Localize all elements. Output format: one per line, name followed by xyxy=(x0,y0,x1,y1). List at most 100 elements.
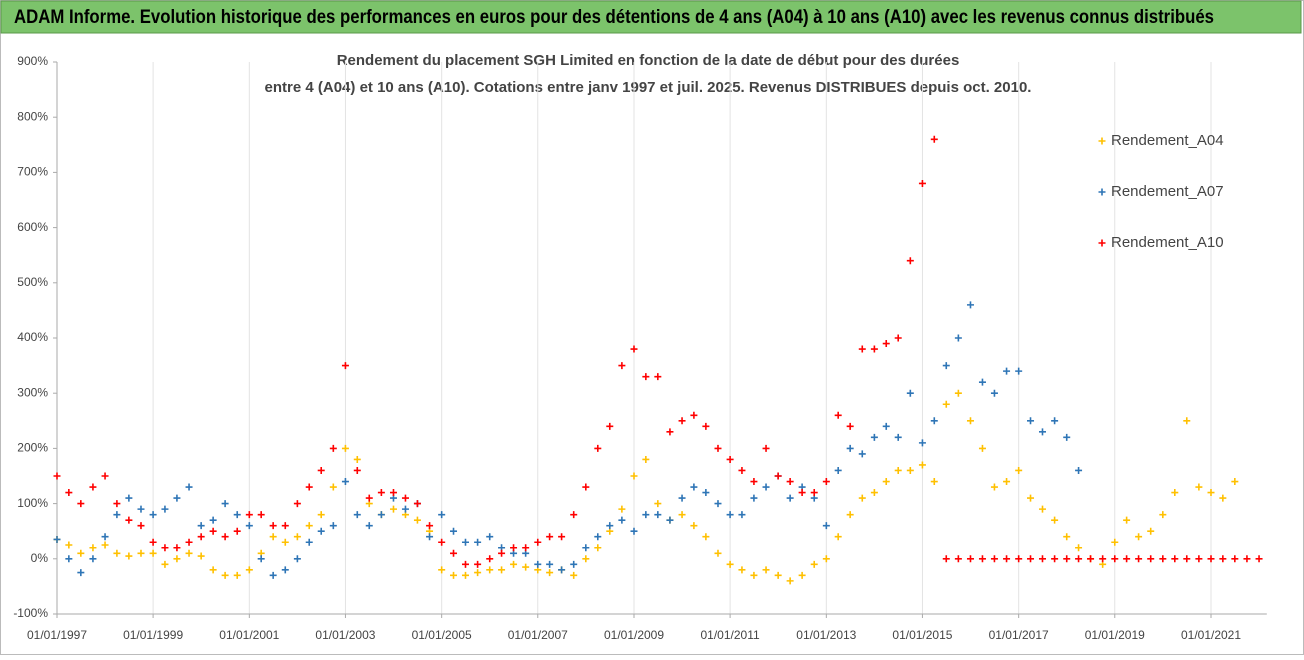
point xyxy=(1183,555,1191,563)
point xyxy=(906,466,914,474)
point xyxy=(942,400,950,408)
point xyxy=(702,489,710,497)
point xyxy=(594,544,602,552)
point xyxy=(149,549,157,557)
point xyxy=(173,544,181,552)
point xyxy=(486,566,494,574)
point xyxy=(305,538,313,546)
point xyxy=(257,511,265,519)
point xyxy=(89,544,97,552)
point xyxy=(1003,367,1011,375)
point xyxy=(65,489,73,497)
legend-marker xyxy=(1098,137,1106,145)
point xyxy=(618,516,626,524)
point xyxy=(510,544,518,552)
point xyxy=(377,489,385,497)
point xyxy=(486,555,494,563)
point xyxy=(245,522,253,530)
point xyxy=(245,511,253,519)
point xyxy=(918,439,926,447)
point xyxy=(618,505,626,513)
point xyxy=(89,555,97,563)
point xyxy=(546,533,554,541)
point xyxy=(305,483,313,491)
x-tick-label: 01/01/2011 xyxy=(701,628,760,642)
point xyxy=(1099,555,1107,563)
point xyxy=(822,555,830,563)
point xyxy=(966,555,974,563)
point xyxy=(1027,555,1035,563)
point xyxy=(317,511,325,519)
y-tick-label: 600% xyxy=(17,220,48,234)
point xyxy=(101,533,109,541)
point xyxy=(954,389,962,397)
point xyxy=(389,489,397,497)
point xyxy=(113,500,121,508)
point xyxy=(1183,417,1191,425)
point xyxy=(1111,555,1119,563)
point xyxy=(293,533,301,541)
point xyxy=(714,444,722,452)
point xyxy=(558,533,566,541)
point xyxy=(353,455,361,463)
point xyxy=(678,511,686,519)
y-tick-label: 300% xyxy=(17,385,48,399)
point xyxy=(1075,544,1083,552)
x-tick-label: 01/01/1999 xyxy=(123,628,183,642)
point xyxy=(1243,555,1251,563)
point xyxy=(149,538,157,546)
point xyxy=(1159,555,1167,563)
point xyxy=(101,472,109,480)
point xyxy=(618,362,626,370)
point xyxy=(642,373,650,381)
y-tick-label: -100% xyxy=(13,606,48,620)
point xyxy=(582,483,590,491)
point xyxy=(209,566,217,574)
point xyxy=(293,555,301,563)
point xyxy=(353,511,361,519)
point xyxy=(53,472,61,480)
point xyxy=(738,466,746,474)
point xyxy=(77,569,85,577)
point xyxy=(498,566,506,574)
point xyxy=(606,422,614,430)
point xyxy=(53,535,61,543)
point xyxy=(1038,428,1046,436)
point xyxy=(281,566,289,574)
point xyxy=(1147,555,1155,563)
point xyxy=(834,411,842,419)
point xyxy=(89,483,97,491)
point xyxy=(401,494,409,502)
point xyxy=(341,362,349,370)
point xyxy=(690,522,698,530)
point xyxy=(1135,555,1143,563)
point xyxy=(65,541,73,549)
point xyxy=(233,527,241,535)
point xyxy=(570,571,578,579)
x-tick-label: 01/01/2009 xyxy=(604,628,664,642)
point xyxy=(786,478,794,486)
point xyxy=(690,483,698,491)
point xyxy=(125,552,133,560)
point xyxy=(269,522,277,530)
point xyxy=(149,511,157,519)
point xyxy=(1003,478,1011,486)
point xyxy=(570,511,578,519)
point xyxy=(1231,555,1239,563)
point xyxy=(125,516,133,524)
point xyxy=(269,533,277,541)
point xyxy=(197,552,205,560)
point xyxy=(714,549,722,557)
point xyxy=(870,433,878,441)
point xyxy=(341,478,349,486)
point xyxy=(389,505,397,513)
point xyxy=(426,522,434,530)
point xyxy=(450,549,458,557)
point xyxy=(822,522,830,530)
point xyxy=(774,472,782,480)
point xyxy=(1195,483,1203,491)
point xyxy=(702,422,710,430)
point xyxy=(173,494,181,502)
point xyxy=(209,516,217,524)
